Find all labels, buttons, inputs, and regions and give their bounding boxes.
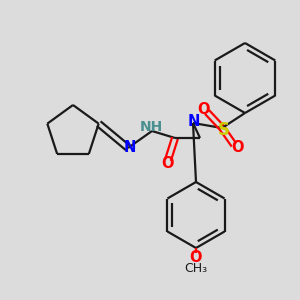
Text: N: N xyxy=(188,113,200,128)
Text: N: N xyxy=(124,140,136,155)
Text: S: S xyxy=(218,121,230,139)
Text: O: O xyxy=(198,101,210,116)
Text: CH₃: CH₃ xyxy=(184,262,208,275)
Text: O: O xyxy=(190,250,202,266)
Text: NH: NH xyxy=(140,120,163,134)
Text: O: O xyxy=(231,140,243,155)
Text: O: O xyxy=(161,157,173,172)
